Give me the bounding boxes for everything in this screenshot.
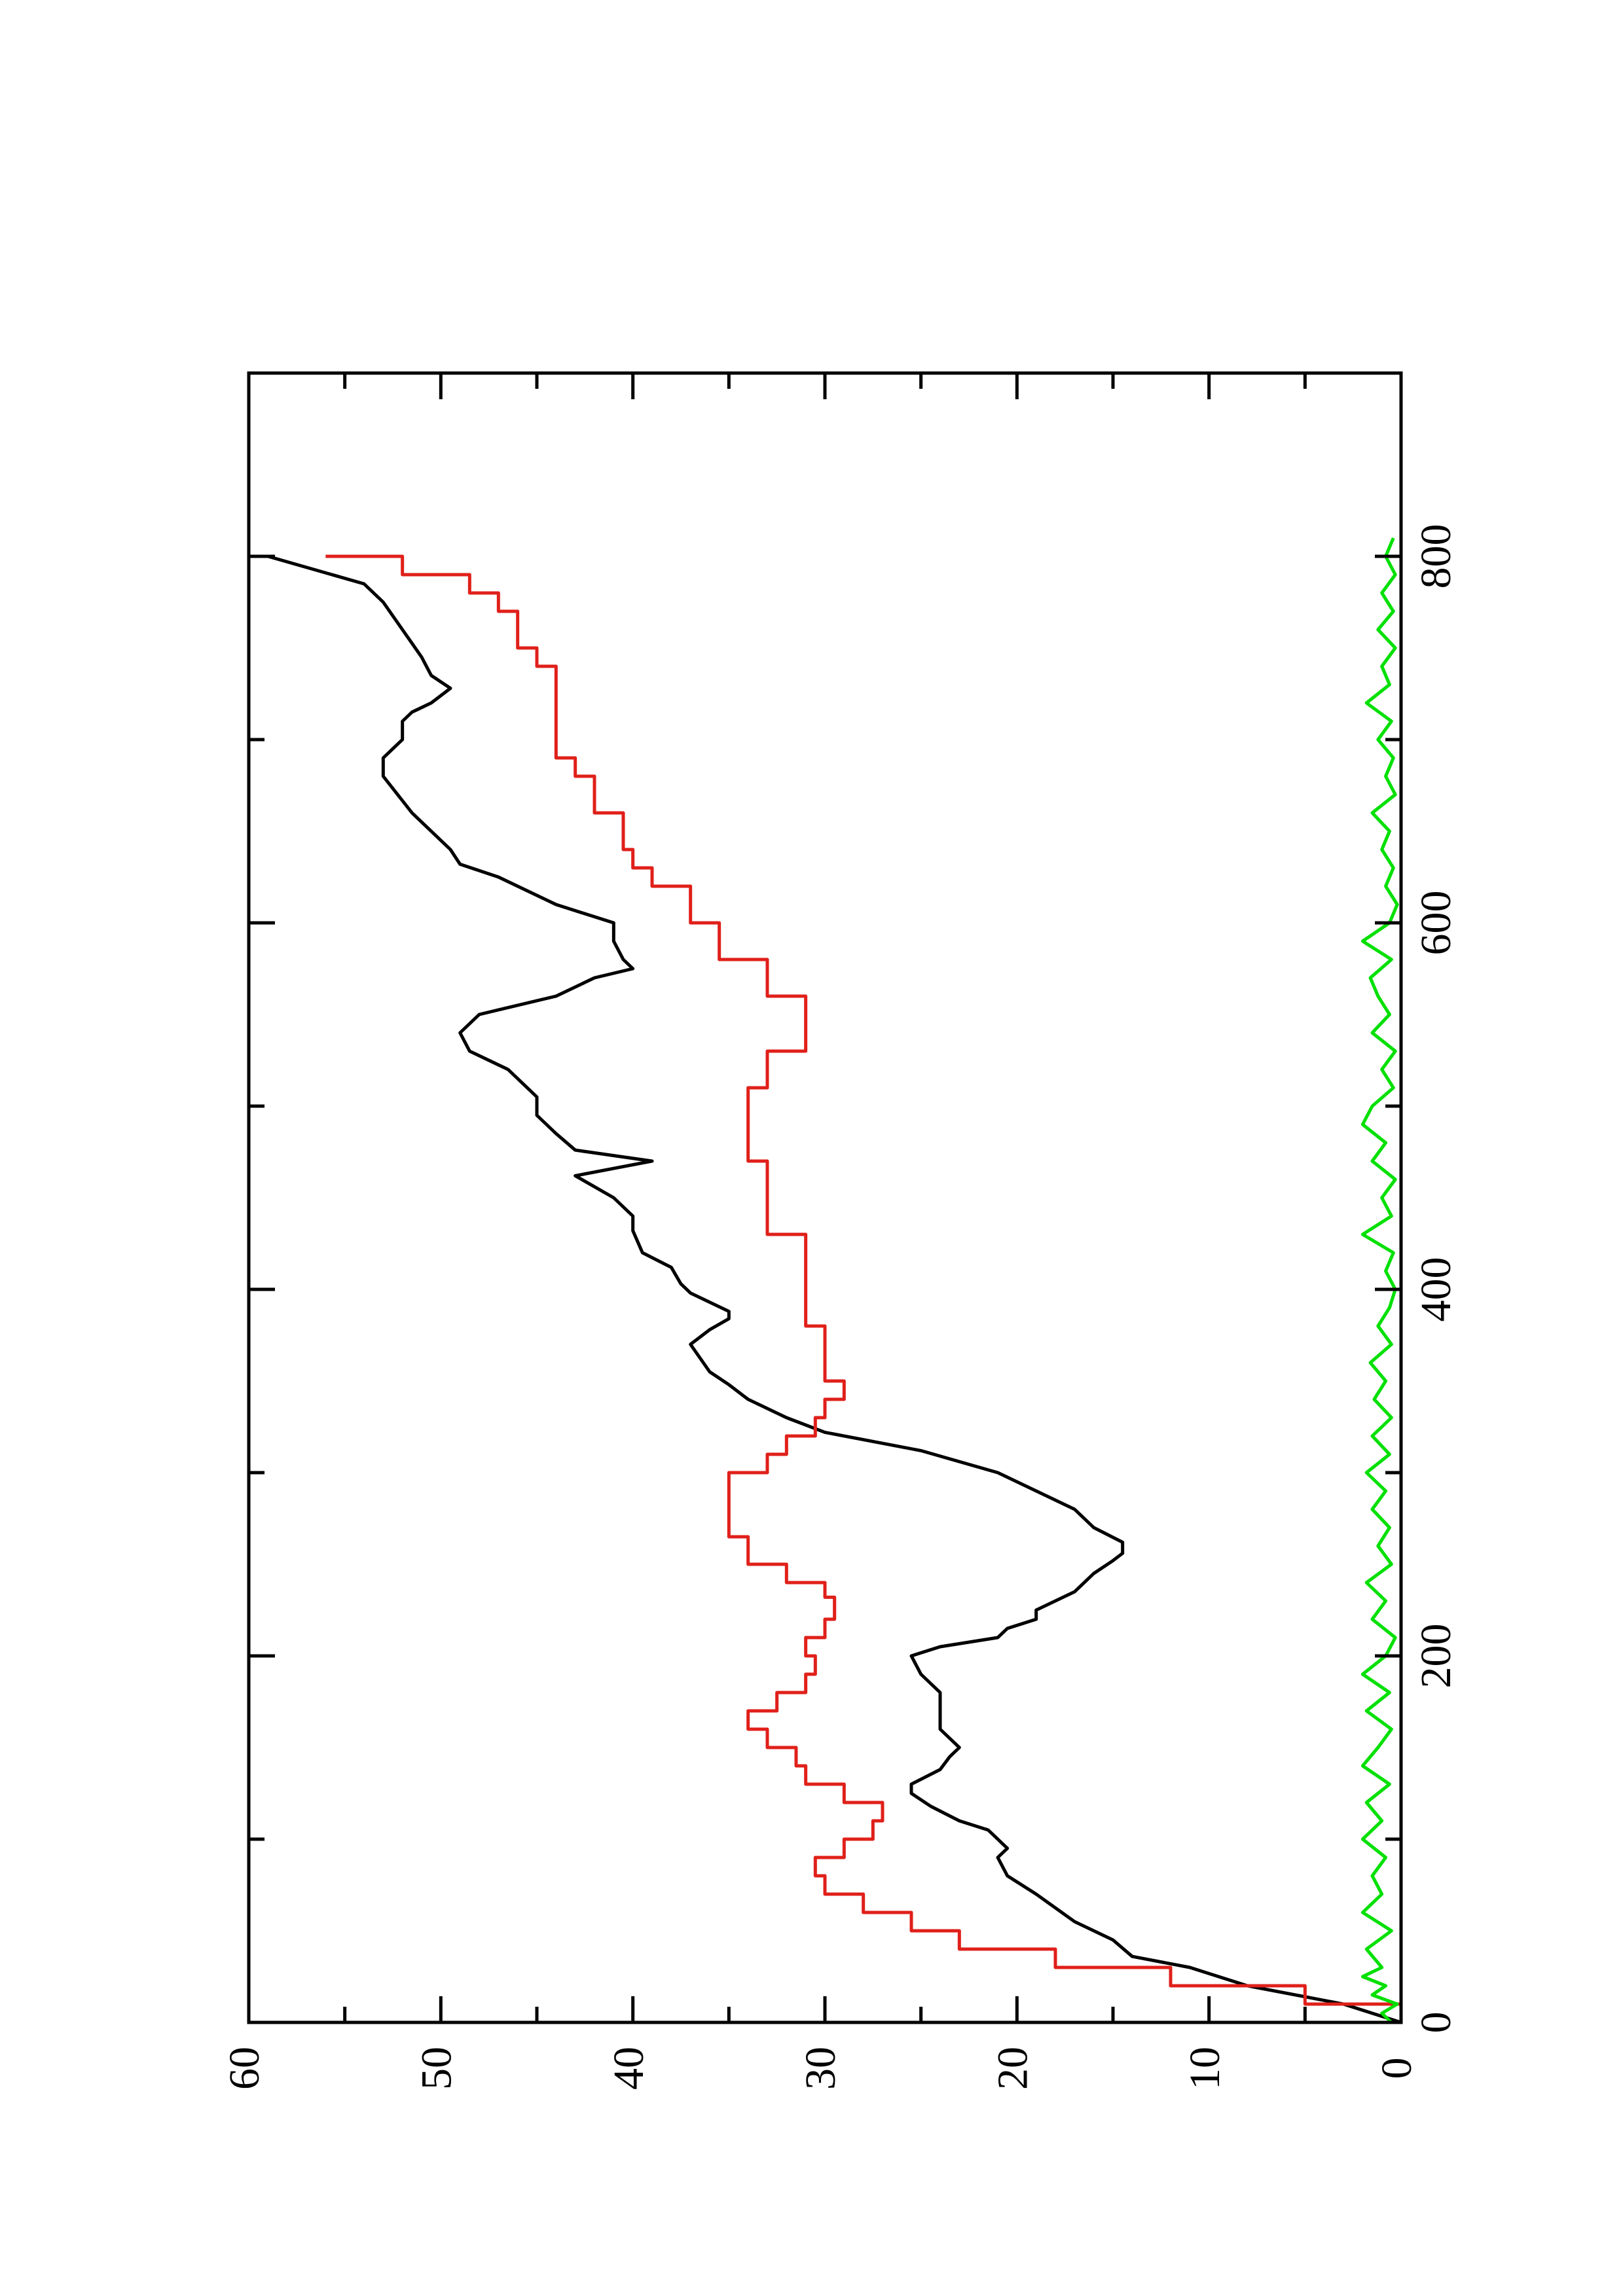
y-tick-label: 30: [797, 2047, 845, 2090]
x-tick-label: 800: [1412, 524, 1460, 589]
y-tick-label: 10: [1181, 2047, 1229, 2090]
plot-frame: [247, 371, 1403, 2024]
y-tick-label: 50: [412, 2047, 460, 2090]
series-line-3: [1360, 537, 1399, 2024]
x-tick-label: 400: [1412, 1257, 1460, 1322]
x-tick-label: 0: [1412, 2012, 1460, 2034]
series-layer: [267, 537, 1403, 2024]
series-line-1: [267, 554, 1402, 2024]
y-tick-label: 40: [605, 2047, 653, 2090]
tick-labels: 0 200 400 600 800 0 10 20 30 40 50 60: [221, 524, 1460, 2090]
y-tick-label: 60: [221, 2047, 268, 2090]
y-tick-label: 0: [1373, 2058, 1421, 2079]
x-tick-label: 200: [1412, 1624, 1460, 1689]
series-line-2: [325, 554, 1403, 2022]
y-tick-label: 20: [989, 2047, 1036, 2090]
ticks-layer: [247, 371, 1403, 2024]
x-tick-label: 600: [1412, 891, 1460, 956]
